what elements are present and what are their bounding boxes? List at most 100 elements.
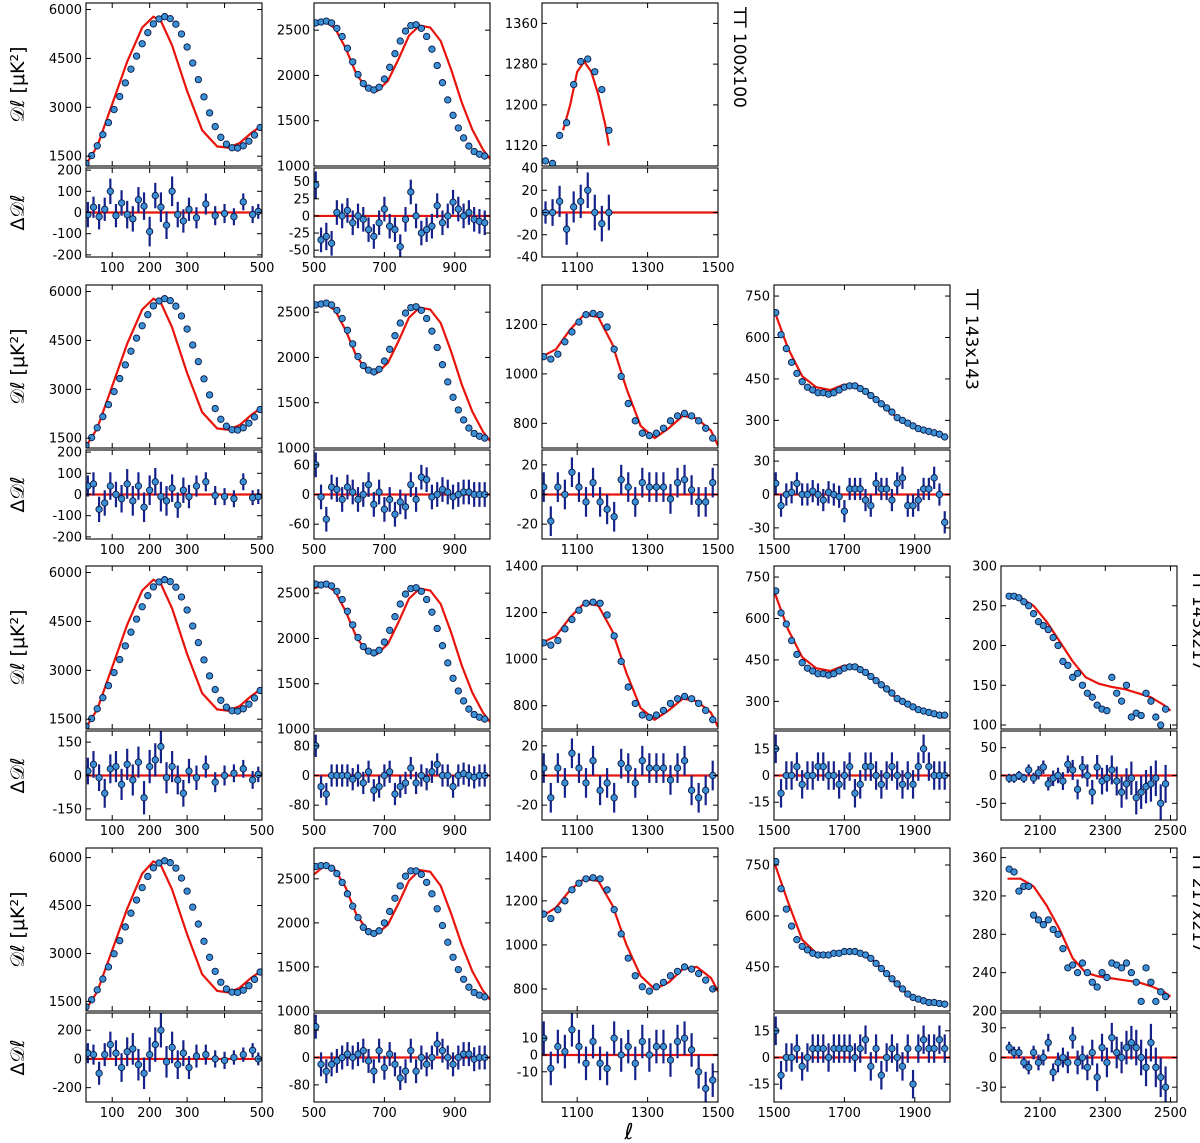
x-tick-label: 1300 — [631, 543, 664, 558]
y-tick-label: 100 — [57, 185, 82, 200]
data-point — [192, 774, 201, 782]
data-point — [702, 976, 710, 984]
residual-plot-area — [86, 176, 262, 247]
data-point — [116, 937, 124, 945]
data-point — [117, 495, 126, 503]
x-tick-label: 200 — [137, 824, 162, 839]
data-point — [1117, 697, 1126, 705]
y-tick-label: 0 — [762, 488, 770, 503]
spectrum-frame — [85, 284, 263, 449]
y-tick-label: 280 — [972, 928, 997, 943]
spectrum-panel: 200 240 280 320 360 -30 0 30 2100 2300 2500 — [972, 847, 1187, 1121]
data-point — [422, 1060, 431, 1068]
data-point — [89, 480, 98, 488]
data-point — [222, 140, 231, 148]
data-point — [930, 1044, 938, 1053]
y-tick-label: 600 — [745, 331, 770, 346]
data-point — [380, 357, 389, 365]
data-point — [140, 503, 148, 511]
y-tick-label: 25 — [293, 192, 310, 207]
data-point — [687, 786, 696, 794]
y-tick-label: -100 — [52, 509, 82, 524]
data-point — [1132, 978, 1140, 986]
data-point — [354, 633, 362, 642]
figure-labels: ℓ TT 100x100 𝒟ℓ [μK²] Δ𝒟ℓ TT 143x143 𝒟ℓ [μK²… — [7, 6, 1200, 1143]
y-tick-label: 50 — [293, 175, 310, 190]
data-point — [194, 920, 202, 928]
data-point — [603, 611, 611, 619]
data-point — [220, 209, 229, 218]
y-axis-label-residual: Δ𝒟ℓ — [7, 1039, 29, 1075]
data-point — [211, 685, 219, 694]
data-point — [1015, 1048, 1023, 1057]
data-point — [1103, 774, 1111, 782]
data-point — [877, 964, 886, 973]
data-point — [782, 620, 790, 628]
data-point — [542, 639, 548, 647]
data-point — [211, 491, 219, 500]
data-point — [702, 498, 710, 506]
residual-plot-area — [774, 1016, 950, 1099]
data-point — [138, 40, 146, 48]
data-point — [1108, 673, 1116, 681]
data-point — [561, 625, 569, 633]
y-tick-label: 200 — [972, 639, 997, 654]
data-point — [177, 874, 186, 882]
data-point — [809, 771, 817, 780]
data-point — [106, 1040, 114, 1049]
data-point — [438, 642, 447, 650]
data-point — [343, 326, 352, 334]
data-point — [375, 83, 383, 91]
y-tick-label: 6000 — [49, 285, 82, 300]
y-tick-label: 150 — [57, 736, 82, 751]
data-point — [211, 404, 219, 413]
y-tick-label: -80 — [289, 799, 310, 814]
data-point — [605, 208, 613, 217]
data-point — [140, 202, 148, 210]
y-tick-label: 1500 — [49, 150, 82, 165]
data-point — [343, 771, 352, 780]
spectrum-frame — [85, 565, 263, 730]
x-tick-label: 200 — [137, 261, 162, 276]
y-tick-label: 2500 — [277, 872, 310, 887]
data-point — [192, 214, 201, 222]
data-point — [422, 878, 431, 887]
y-tick-label: 750 — [745, 571, 770, 586]
data-point — [194, 357, 202, 366]
data-point — [465, 424, 473, 432]
data-point — [396, 600, 404, 608]
data-point — [591, 68, 599, 76]
data-point — [433, 202, 441, 210]
data-point — [1093, 983, 1101, 991]
y-tick-label: 240 — [972, 966, 997, 981]
data-point — [1147, 1039, 1155, 1047]
data-point — [645, 1051, 654, 1059]
data-point — [359, 361, 367, 370]
x-tick-label: 2500 — [1154, 824, 1187, 839]
data-point — [1142, 964, 1150, 972]
data-point — [793, 762, 801, 771]
data-point — [417, 771, 426, 780]
x-tick-label: 1100 — [561, 1106, 594, 1121]
data-point — [930, 474, 938, 482]
y-tick-label: 80 — [293, 1024, 310, 1039]
data-point — [417, 306, 426, 315]
data-point — [652, 429, 661, 437]
data-point — [386, 1050, 394, 1058]
data-point — [787, 771, 796, 780]
data-point — [117, 780, 126, 789]
data-point — [877, 780, 886, 789]
data-point — [568, 886, 576, 894]
data-point — [610, 906, 618, 914]
data-point — [189, 622, 197, 630]
data-point — [123, 480, 131, 488]
data-point — [645, 432, 654, 440]
data-point — [872, 396, 880, 404]
data-point — [333, 24, 341, 33]
data-point — [86, 210, 92, 219]
data-point — [396, 782, 404, 791]
data-point — [217, 696, 225, 704]
spectrum-plot-area — [86, 576, 262, 729]
data-point — [349, 775, 357, 783]
